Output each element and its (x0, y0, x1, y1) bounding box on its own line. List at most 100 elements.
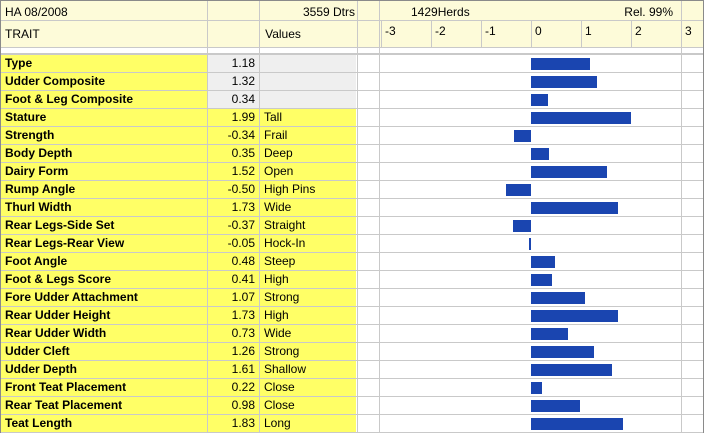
trait-descriptor: Straight (260, 217, 356, 234)
trait-name: Front Teat Placement (1, 379, 207, 396)
trait-name: Thurl Width (1, 199, 207, 216)
header-band (1, 1, 703, 47)
grid-line (1, 216, 703, 217)
trait-value: -0.34 (208, 127, 259, 144)
herd-count: 1429Herds (411, 5, 470, 19)
grid-line (379, 1, 380, 433)
trait-value: 1.73 (208, 307, 259, 324)
trait-value: 1.83 (208, 415, 259, 432)
trait-value: -0.50 (208, 181, 259, 198)
trait-value: 0.34 (208, 91, 259, 108)
grid-line (259, 1, 260, 433)
trait-bar (531, 400, 580, 412)
axis-tick-label: 1 (585, 24, 592, 38)
trait-name: Rump Angle (1, 181, 207, 198)
trait-value: 0.48 (208, 253, 259, 270)
trait-name: Teat Length (1, 415, 207, 432)
grid-line (1, 414, 703, 415)
trait-descriptor: High Pins (260, 181, 356, 198)
grid-line (1, 162, 703, 163)
trait-bar (531, 148, 549, 160)
trait-descriptor: Deep (260, 145, 356, 162)
grid-line (1, 234, 703, 235)
trait-descriptor: Steep (260, 253, 356, 270)
trait-descriptor: Wide (260, 325, 356, 342)
trait-value: 0.35 (208, 145, 259, 162)
trait-bar (506, 184, 531, 196)
grid-line (1, 144, 703, 145)
trait-bar (531, 364, 612, 376)
grid-line (481, 21, 482, 47)
grid-line (1, 360, 703, 361)
grid-line (431, 21, 432, 47)
trait-bar (531, 418, 623, 430)
grid-line (1, 20, 703, 21)
trait-bar (531, 256, 555, 268)
grid-line (1, 72, 703, 73)
trait-descriptor (260, 91, 356, 108)
axis-tick-label: 2 (635, 24, 642, 38)
trait-descriptor: Shallow (260, 361, 356, 378)
trait-bar (512, 220, 531, 232)
axis-tick-label: -2 (435, 24, 446, 38)
trait-bar (531, 166, 607, 178)
trait-name: Foot & Leg Composite (1, 91, 207, 108)
grid-line (357, 1, 358, 433)
grid-line (1, 252, 703, 253)
grid-line (1, 108, 703, 109)
grid-line (1, 324, 703, 325)
trait-descriptor: Hock-In (260, 235, 356, 252)
trait-bar (531, 310, 618, 322)
axis-tick-label: 3 (685, 24, 692, 38)
trait-bar (514, 130, 531, 142)
trait-value: -0.05 (208, 235, 259, 252)
grid-line (681, 1, 682, 433)
trait-value: -0.37 (208, 217, 259, 234)
grid-line (1, 432, 703, 433)
trait-bar (531, 94, 548, 106)
grid-line (1, 342, 703, 343)
values-column-header: Values (265, 27, 301, 41)
trait-descriptor: Tall (260, 109, 356, 126)
grid-line (207, 1, 208, 433)
trait-name: Body Depth (1, 145, 207, 162)
trait-descriptor (260, 55, 356, 72)
trait-name: Rear Legs-Rear View (1, 235, 207, 252)
axis-tick-label: 0 (535, 24, 542, 38)
trait-value: 1.18 (208, 55, 259, 72)
trait-name: Rear Udder Height (1, 307, 207, 324)
trait-name: Foot & Legs Score (1, 271, 207, 288)
grid-line (1, 53, 703, 54)
trait-name: Udder Composite (1, 73, 207, 90)
trait-name: Fore Udder Attachment (1, 289, 207, 306)
trait-name: Udder Depth (1, 361, 207, 378)
grid-line (1, 54, 703, 55)
grid-line (1, 396, 703, 397)
trait-descriptor: Open (260, 163, 356, 180)
trait-name: Strength (1, 127, 207, 144)
trait-name: Foot Angle (1, 253, 207, 270)
grid-line (381, 21, 382, 47)
trait-value: 1.99 (208, 109, 259, 126)
reliability: Rel. 99% (624, 5, 673, 19)
grid-line (1, 198, 703, 199)
trait-bar (531, 202, 618, 214)
trait-name: Rear Udder Width (1, 325, 207, 342)
grid-line (1, 47, 703, 48)
trait-bar (531, 274, 552, 286)
trait-value: 0.98 (208, 397, 259, 414)
grid-line (1, 180, 703, 181)
daughter-count: 3559 Dtrs (302, 5, 355, 19)
trait-descriptor: Wide (260, 199, 356, 216)
grid-line (531, 21, 532, 47)
trait-descriptor: Frail (260, 127, 356, 144)
axis-tick-label: -3 (385, 24, 396, 38)
grid-line (581, 21, 582, 47)
trait-descriptor: High (260, 307, 356, 324)
trait-descriptor (260, 73, 356, 90)
trait-bar (531, 346, 594, 358)
trait-name: Udder Cleft (1, 343, 207, 360)
trait-value: 1.07 (208, 289, 259, 306)
grid-line (1, 306, 703, 307)
